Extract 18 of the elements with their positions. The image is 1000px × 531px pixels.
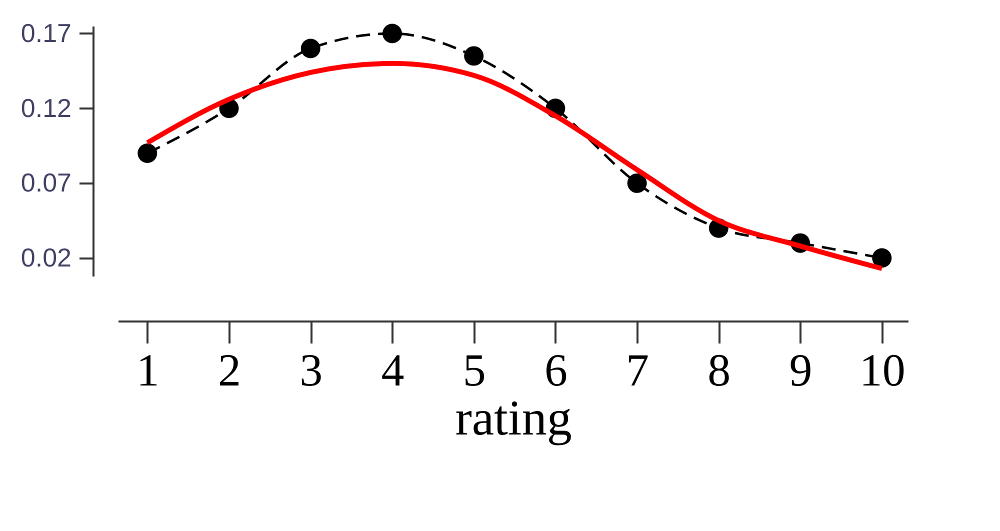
x-tick-label: 8 (708, 344, 731, 396)
point (138, 144, 158, 163)
x-tick-label: 2 (218, 344, 241, 396)
y-tick-label: 0.07 (20, 168, 72, 198)
point (464, 46, 484, 66)
point (300, 38, 320, 58)
x-tick-label: 3 (300, 344, 323, 396)
x-tick-label: 7 (626, 344, 650, 396)
point (627, 173, 647, 193)
x-tick-label: 1 (136, 344, 160, 396)
point (872, 248, 892, 268)
y-tick-label: 0.12 (20, 92, 72, 123)
y-tick-label: 0.02 (20, 242, 72, 273)
x-tick-label: 9 (789, 344, 812, 396)
x-tick-label: 4 (381, 344, 404, 396)
point (382, 24, 402, 44)
y-tick-label: 0.17 (20, 18, 72, 48)
x-tick-label: 10 (859, 344, 906, 396)
